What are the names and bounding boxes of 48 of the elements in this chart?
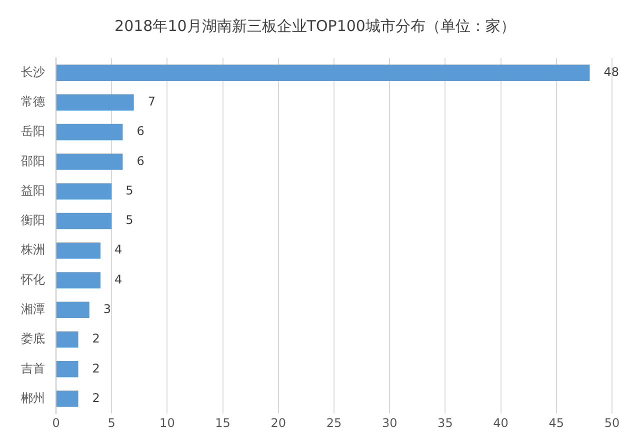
y-tick-label: 怀化 [20,272,45,286]
bar [56,154,123,170]
data-label: 2 [92,332,100,346]
data-label: 2 [92,361,100,376]
data-label: 6 [136,154,144,168]
y-tick-label: 衡阳 [21,213,45,228]
x-tick-label: 10 [160,416,175,430]
x-tick-label: 45 [548,416,564,430]
x-tick-label: 25 [326,416,342,430]
data-label: 5 [126,183,134,198]
bar [56,242,100,259]
y-tick-label: 株洲 [20,242,45,257]
data-label: 48 [604,64,620,79]
bar [56,361,78,378]
data-label: 5 [126,213,134,228]
y-tick-label: 常德 [21,94,45,109]
bar [56,183,112,200]
x-tick-label: 40 [493,416,508,430]
y-tick-label: 岳阳 [21,124,45,138]
x-tick-label: 50 [604,416,620,430]
bar [56,64,590,81]
bar [56,272,100,288]
y-tick-label: 吉首 [21,361,45,376]
chart-title: 2018年10月湖南新三板企业TOP100城市分布（单位：家） [114,16,516,35]
y-tick-label: 益阳 [21,183,45,198]
x-tick-label: 20 [270,416,286,430]
x-tick-label: 5 [108,416,116,430]
data-label: 4 [114,272,122,286]
data-label: 3 [103,302,111,316]
bar [56,390,78,407]
x-tick-label: 30 [382,416,398,430]
bar [56,212,112,230]
bar [56,124,123,140]
y-tick-label: 湘潭 [21,302,45,316]
x-tick-label: 0 [52,416,60,430]
x-tick-label: 35 [438,416,453,430]
y-tick-label: 娄底 [21,332,45,346]
y-tick-label: 长沙 [21,64,45,79]
y-tick-label: 郴州 [21,390,45,405]
bar [56,331,78,348]
bar [56,302,90,318]
x-tick-label: 15 [215,416,230,430]
y-tick-label: 邵阳 [21,154,45,168]
bar [56,94,134,111]
data-label: 4 [114,242,122,257]
data-label: 2 [92,390,100,405]
data-label: 6 [136,124,144,138]
data-label: 7 [148,94,156,109]
